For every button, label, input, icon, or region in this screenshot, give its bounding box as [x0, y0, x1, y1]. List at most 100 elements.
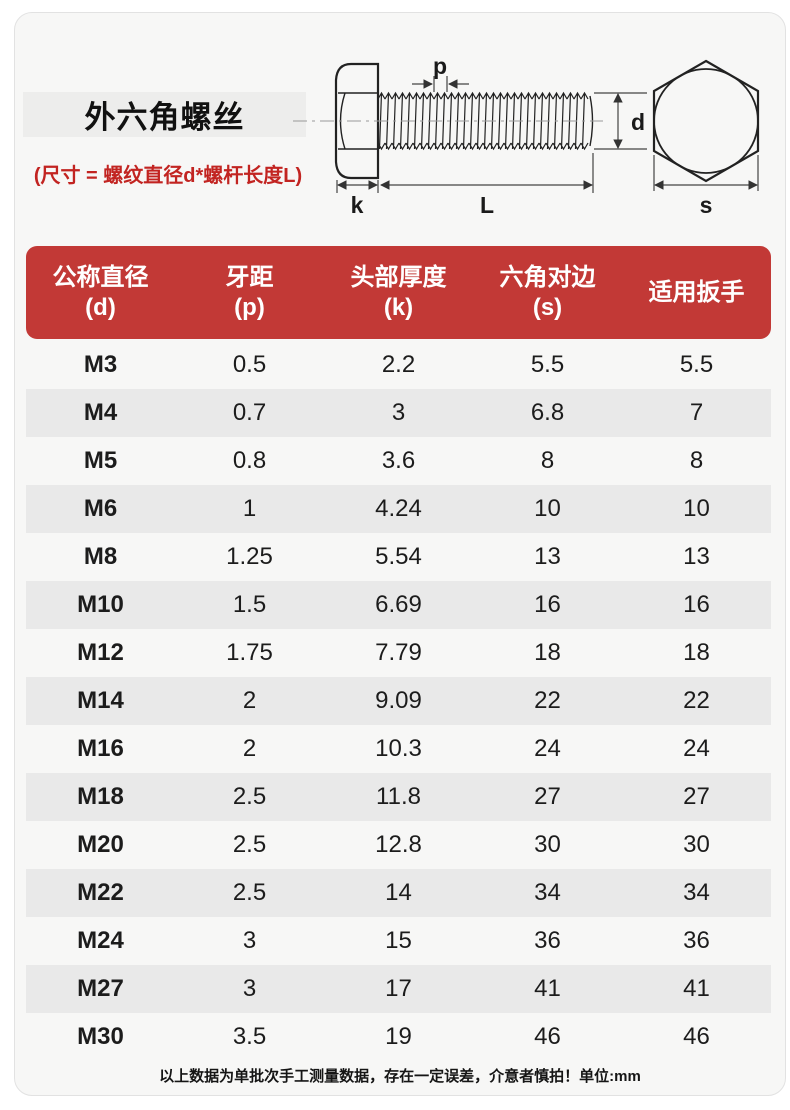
- spec-value: 0.7: [232, 399, 267, 426]
- spec-value: 1.25: [226, 543, 273, 570]
- product-title: 外六角螺丝: [84, 100, 245, 135]
- spec-value: 34: [683, 879, 710, 906]
- spec-value: 46: [683, 1023, 710, 1050]
- spec-value: 7.79: [375, 639, 422, 666]
- product-title-box: 外六角螺丝: [23, 92, 306, 137]
- spec-value: 18: [534, 639, 561, 666]
- header-cell-symbol: (d): [85, 293, 116, 321]
- table-row: M3 0.5 2.2 5.5 5.5: [26, 341, 771, 389]
- spec-value: 7: [689, 399, 704, 426]
- spec-size: M30: [77, 1023, 124, 1050]
- spec-value: 36: [534, 927, 561, 954]
- spec-size: M20: [77, 831, 124, 858]
- footnote: 以上数据为单批次手工测量数据，存在一定误差，介意者慎拍！单位:mm: [159, 1068, 641, 1085]
- hex-head-front: [652, 59, 760, 183]
- spec-value: 30: [534, 831, 561, 858]
- table-row: M6 1 4.24 10 10: [26, 485, 771, 533]
- spec-size: M18: [77, 783, 124, 810]
- spec-value: 8: [540, 447, 555, 474]
- header-cell-3: 六角对边 (s): [473, 263, 622, 323]
- dim-p-ticks: [433, 76, 448, 92]
- spec-value: 5.54: [375, 543, 422, 570]
- spec-value: 19: [385, 1023, 412, 1050]
- spec-value: 2.5: [232, 879, 267, 906]
- dim-label-p: p: [433, 53, 447, 79]
- dim-label-L: L: [480, 192, 494, 218]
- spec-value: 3.6: [381, 447, 416, 474]
- spec-table: 公称直径 (d) 牙距 (p) 头部厚度 (k) 六角对边 (s) 适用扳手 M3 0.5 2.2 5…: [26, 246, 771, 1061]
- spec-value: 14: [385, 879, 412, 906]
- table-row: M16 2 10.3 24 24: [26, 725, 771, 773]
- spec-value: 17: [385, 975, 412, 1002]
- header-cell-4: 适用扳手: [622, 278, 771, 308]
- spec-size: M16: [77, 735, 124, 762]
- spec-value: 2: [242, 735, 257, 762]
- spec-value: 9.09: [375, 687, 422, 714]
- dim-s-extensions: [653, 155, 759, 191]
- spec-value: 5.5: [530, 351, 565, 378]
- spec-value: 10: [683, 495, 710, 522]
- spec-size: M22: [77, 879, 124, 906]
- spec-value: 13: [534, 543, 561, 570]
- dim-k-extensions: [336, 180, 379, 193]
- spec-value: 8: [689, 447, 704, 474]
- spec-value: 2.5: [232, 783, 267, 810]
- spec-value: 6.69: [375, 591, 422, 618]
- spec-value: 4.24: [375, 495, 422, 522]
- spec-size: M14: [77, 687, 124, 714]
- spec-size: M12: [77, 639, 124, 666]
- spec-size: M3: [83, 351, 118, 378]
- table-row: M4 0.7 3 6.8 7: [26, 389, 771, 437]
- spec-value: 0.8: [232, 447, 267, 474]
- header-cell-name: 适用扳手: [648, 278, 745, 306]
- table-body: M3 0.5 2.2 5.5 5.5 M4 0.7 3 6.8 7 M5 0.8 3.6 8 8 M6 1 4.2…: [26, 341, 771, 1061]
- spec-value: 3: [242, 927, 257, 954]
- spec-value: 3: [391, 399, 406, 426]
- spec-value: 27: [534, 783, 561, 810]
- spec-size: M5: [83, 447, 118, 474]
- spec-value: 13: [683, 543, 710, 570]
- table-row: M10 1.5 6.69 16 16: [26, 581, 771, 629]
- spec-value: 34: [534, 879, 561, 906]
- hex-head-side: [334, 62, 380, 180]
- spec-value: 36: [683, 927, 710, 954]
- header-cell-symbol: (s): [532, 293, 563, 321]
- bolt-diagram: p d k L s: [293, 53, 760, 218]
- table-row: M5 0.8 3.6 8 8: [26, 437, 771, 485]
- table-row: M22 2.5 14 34 34: [26, 869, 771, 917]
- spec-value: 3.5: [232, 1023, 267, 1050]
- spec-value: 24: [683, 735, 710, 762]
- table-header: 公称直径 (d) 牙距 (p) 头部厚度 (k) 六角对边 (s) 适用扳手: [26, 246, 771, 339]
- table-row: M14 2 9.09 22 22: [26, 677, 771, 725]
- dim-label-s: s: [700, 192, 713, 218]
- spec-value: 6.8: [530, 399, 565, 426]
- spec-value: 30: [683, 831, 710, 858]
- spec-size: M8: [83, 543, 118, 570]
- header-cell-name: 公称直径: [52, 263, 149, 291]
- inscribed-circle: [653, 68, 759, 174]
- table-row: M30 3.5 19 46 46: [26, 1013, 771, 1061]
- spec-value: 22: [683, 687, 710, 714]
- table-row: M12 1.75 7.79 18 18: [26, 629, 771, 677]
- spec-value: 12.8: [375, 831, 422, 858]
- spec-value: 11.8: [376, 783, 421, 810]
- header-cell-symbol: (k): [383, 293, 414, 321]
- header-cell-symbol: (p): [234, 293, 265, 321]
- spec-value: 10: [534, 495, 561, 522]
- spec-value: 2.2: [381, 351, 416, 378]
- spec-value: 27: [683, 783, 710, 810]
- spec-size: M4: [83, 399, 118, 426]
- spec-value: 1.75: [226, 639, 273, 666]
- spec-value: 5.5: [679, 351, 714, 378]
- spec-size: M24: [77, 927, 124, 954]
- spec-value: 3: [242, 975, 257, 1002]
- spec-value: 16: [534, 591, 561, 618]
- dim-d-extensions: [594, 92, 647, 150]
- spec-card: 外六角螺丝 (尺寸 = 螺纹直径d*螺杆长度L) p: [14, 12, 786, 1096]
- spec-value: 41: [683, 975, 710, 1002]
- spec-value: 41: [534, 975, 561, 1002]
- spec-size: M6: [83, 495, 118, 522]
- spec-size: M27: [77, 975, 124, 1002]
- spec-value: 10.3: [375, 735, 422, 762]
